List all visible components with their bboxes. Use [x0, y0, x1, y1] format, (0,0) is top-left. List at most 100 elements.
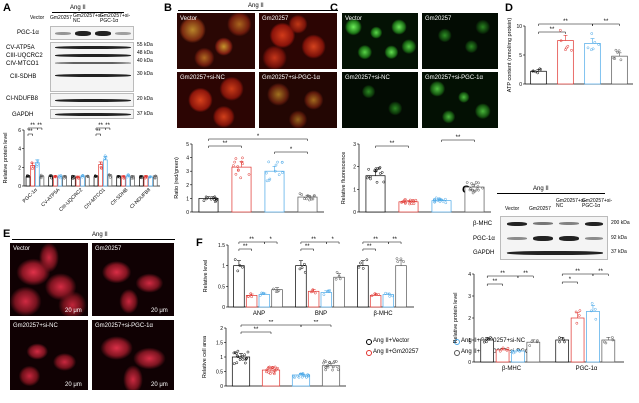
data-point — [313, 194, 316, 197]
sig-label: ** — [254, 327, 259, 333]
sig-bracket — [592, 23, 620, 26]
x-tick-label: CII-SDHB — [110, 187, 130, 207]
data-point — [250, 295, 253, 299]
data-point — [103, 154, 107, 158]
data-point — [574, 310, 578, 314]
data-point — [131, 176, 135, 180]
data-point — [273, 372, 276, 376]
panel-letter-d: D — [505, 2, 513, 14]
bar — [464, 186, 485, 213]
band-label-ndufb8: CI-NDUFB8 — [6, 96, 39, 102]
y-tick-label: 0.5 — [218, 284, 225, 290]
data-point — [334, 277, 338, 281]
data-point — [434, 196, 438, 200]
bar — [570, 317, 585, 363]
data-point — [590, 32, 594, 35]
data-point — [400, 201, 403, 204]
data-point — [328, 361, 331, 365]
data-point — [591, 47, 595, 51]
sig-label: ** — [456, 135, 461, 141]
panel-a-lane-3: Gm20257+si-NC — [73, 13, 104, 24]
y-tick-label: 2 — [220, 326, 223, 332]
sig-bracket — [300, 324, 332, 327]
data-point — [103, 157, 107, 160]
data-point — [245, 356, 248, 360]
data-point — [238, 264, 242, 268]
kda-g-200: 200 kDa — [611, 220, 630, 226]
x-tick-label: CV-ATP5A — [40, 187, 62, 209]
data-point — [277, 289, 281, 292]
data-point — [232, 362, 236, 366]
data-point — [122, 176, 126, 180]
data-point — [365, 258, 369, 262]
data-point — [144, 175, 148, 179]
data-point — [311, 197, 315, 201]
data-point — [404, 201, 407, 204]
sig-label: * — [270, 237, 273, 243]
data-point — [558, 336, 561, 340]
data-point — [300, 266, 304, 270]
sig-bracket — [27, 133, 33, 136]
micrograph-c-si-nc: Gm20257+si-NC — [341, 71, 419, 129]
data-point — [487, 337, 491, 341]
panel-g-lane-2: Gm20257 — [529, 206, 551, 212]
y-tick-label: 2 — [186, 183, 189, 189]
data-point — [470, 182, 473, 185]
sig-label: ** — [37, 123, 42, 129]
y-axis-label: Relative protein level — [453, 292, 459, 343]
chart-a: 0 2 4 6 Relative protein level PGC-1α CV-ATP5A… — [3, 123, 160, 213]
sig-label: ** — [105, 123, 110, 129]
panel-g-lane-4: Gm20257+si-PGC-1α — [582, 198, 613, 209]
data-point — [76, 175, 80, 179]
data-point — [265, 370, 268, 374]
data-point — [241, 162, 244, 165]
bar — [297, 196, 318, 213]
data-point — [276, 160, 279, 164]
data-point — [267, 178, 271, 182]
panel-letter-b: B — [164, 2, 172, 14]
kda-30: 30 kDa — [137, 71, 153, 77]
data-point — [277, 173, 281, 177]
sig-label: * — [569, 277, 572, 283]
data-point — [593, 41, 597, 44]
data-point — [292, 374, 296, 378]
kda-g-37: 37 kDa — [611, 249, 627, 255]
data-point — [100, 161, 103, 165]
sig-label: ** — [269, 320, 274, 326]
bar — [34, 162, 40, 187]
data-point — [563, 340, 566, 344]
data-point — [535, 340, 539, 344]
bar — [431, 200, 452, 213]
panel-a-header-line — [52, 12, 124, 13]
data-point — [589, 309, 593, 313]
data-point — [336, 368, 340, 372]
data-point — [473, 189, 477, 193]
data-point — [63, 174, 67, 178]
data-point — [338, 277, 342, 281]
blot-ndufb8 — [50, 93, 134, 107]
data-point — [566, 44, 570, 48]
bar — [382, 294, 395, 308]
data-point — [298, 267, 302, 271]
x-tick-label: PGC-1α — [22, 187, 39, 204]
y-axis-label: Relative fluorescence — [341, 152, 347, 205]
sig-label: ** — [598, 269, 603, 275]
data-point — [234, 157, 238, 160]
sig-label: ** — [523, 271, 528, 277]
data-point — [334, 360, 338, 363]
bar — [271, 289, 283, 308]
data-point — [593, 307, 597, 311]
data-point — [309, 290, 313, 294]
data-point — [617, 49, 621, 53]
data-point — [590, 302, 594, 305]
sig-bracket — [264, 241, 278, 244]
band-g-bmhc: β-MHC — [473, 221, 493, 227]
data-point — [303, 197, 306, 201]
data-point — [117, 175, 120, 178]
data-point — [116, 175, 120, 179]
data-point — [531, 69, 535, 73]
data-point — [243, 353, 246, 357]
data-point — [489, 336, 492, 339]
data-point — [148, 175, 152, 179]
